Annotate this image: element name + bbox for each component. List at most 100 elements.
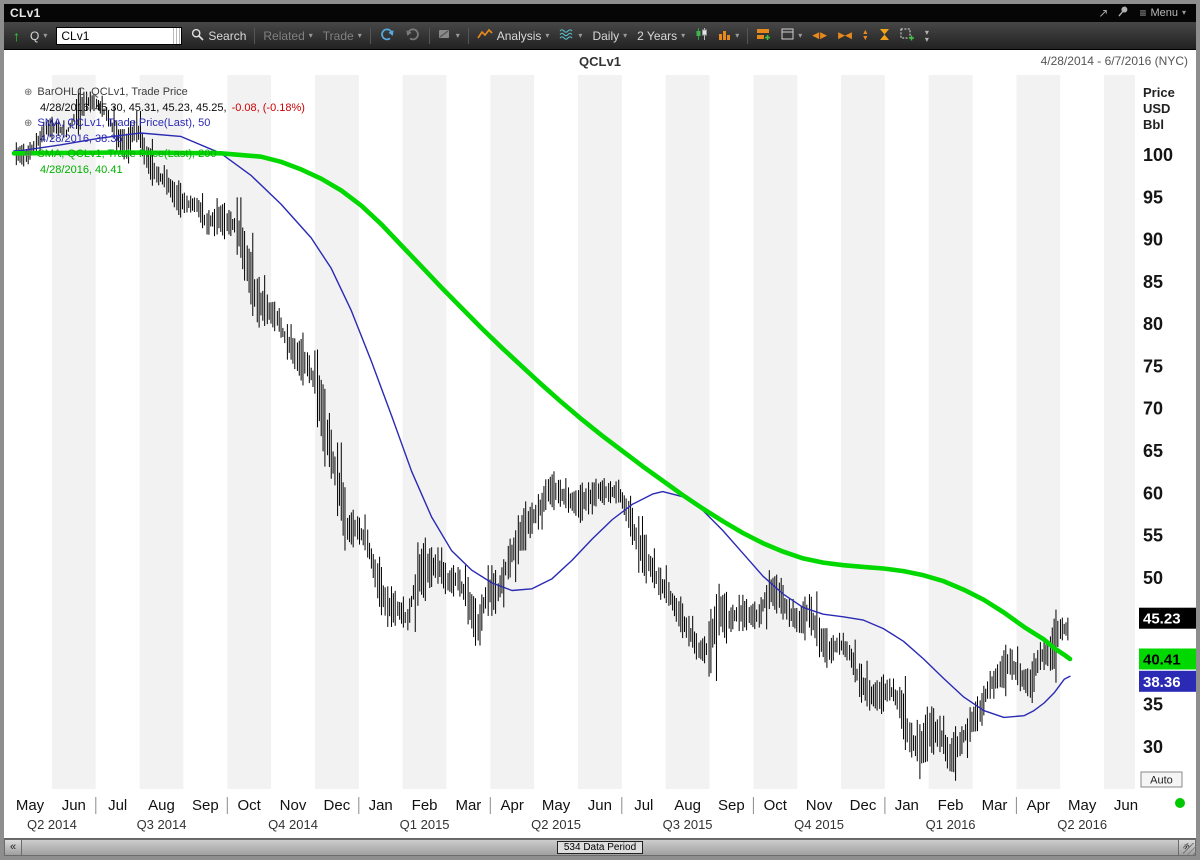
svg-text:Apr: Apr bbox=[1027, 797, 1050, 814]
popout-icon[interactable]: ↗ bbox=[1098, 6, 1109, 20]
overlay-waves-dropdown[interactable]: ▾ bbox=[555, 25, 586, 47]
up-arrow-icon[interactable]: ↑ bbox=[13, 27, 20, 44]
scroll-left-button[interactable]: « bbox=[4, 839, 22, 856]
svg-text:Mar: Mar bbox=[455, 797, 481, 814]
svg-text:Sep: Sep bbox=[718, 797, 745, 814]
chevron-down-icon: ▾ bbox=[545, 30, 550, 40]
svg-text:Jan: Jan bbox=[369, 797, 393, 814]
redo-button[interactable] bbox=[401, 25, 425, 47]
symbol-input[interactable] bbox=[57, 27, 174, 44]
expand-vertical-icon: ▲ ▼ bbox=[861, 28, 869, 42]
divider bbox=[467, 27, 469, 44]
chart-style-dropdown[interactable]: ▾ bbox=[714, 25, 743, 47]
svg-text:50: 50 bbox=[1143, 568, 1163, 588]
trade-label: Trade bbox=[322, 28, 354, 43]
last-price-badge bbox=[1139, 607, 1196, 629]
legend-toggle-icon[interactable]: ⊕ bbox=[24, 118, 33, 129]
svg-text:Q2 2014: Q2 2014 bbox=[27, 817, 77, 832]
chevron-down-icon: ▾ bbox=[798, 30, 803, 40]
compress-horizontal-icon: ▶◀ bbox=[838, 30, 852, 40]
svg-text:Q4 2014: Q4 2014 bbox=[268, 817, 318, 832]
chevron-down-icon: ▾ bbox=[681, 30, 686, 40]
redo-icon bbox=[405, 27, 421, 44]
frequency-dropdown[interactable]: Daily ▾ bbox=[588, 25, 631, 47]
quarter-ticks bbox=[95, 797, 1017, 814]
quarter-labels: Q2 2014 Q3 2014 Q4 2014 Q1 2015 Q2 2015 Q3 20… bbox=[27, 817, 1107, 832]
svg-text:Q1 2016: Q1 2016 bbox=[926, 817, 976, 832]
chevron-down-icon: ▾ bbox=[455, 30, 460, 40]
chart-header: QCLv1 4/28/2014 - 6/7/2016 (NYC) bbox=[4, 50, 1196, 73]
sma200-price-badge bbox=[1139, 648, 1196, 670]
hourglass-icon bbox=[879, 28, 890, 44]
svg-text:Mar: Mar bbox=[982, 797, 1008, 814]
quote-type-dropdown[interactable]: Q ▾ bbox=[26, 25, 51, 47]
range-dropdown[interactable]: 2 Years ▾ bbox=[633, 25, 689, 47]
crosshair-select-icon bbox=[900, 28, 915, 44]
date-range-label: 4/28/2014 - 6/7/2016 (NYC) bbox=[1040, 54, 1188, 68]
month-bands bbox=[51, 75, 1135, 789]
expand-horizontal-button[interactable]: ◀▶ bbox=[808, 25, 832, 47]
series2-value: 4/28/2016, 38.36 bbox=[40, 132, 123, 145]
legend-toggle-icon[interactable]: ⊕ bbox=[24, 149, 33, 160]
svg-text:Nov: Nov bbox=[806, 797, 833, 814]
time-gap-button[interactable] bbox=[875, 25, 894, 47]
chevron-down-icon: ▾ bbox=[623, 30, 628, 40]
svg-text:Jun: Jun bbox=[1114, 797, 1138, 814]
svg-text:Q3 2015: Q3 2015 bbox=[663, 817, 713, 832]
search-icon bbox=[191, 28, 204, 44]
compress-horizontal-button[interactable]: ▶◀ bbox=[834, 25, 856, 47]
more-tools-button[interactable]: ▾ ▾ bbox=[921, 25, 933, 47]
svg-text:Jun: Jun bbox=[62, 797, 86, 814]
frequency-label: Daily bbox=[592, 28, 620, 43]
menu-button[interactable]: ≡ Menu ▾ bbox=[1135, 4, 1190, 24]
sma50-price-badge bbox=[1139, 670, 1196, 692]
svg-text:45.23: 45.23 bbox=[1143, 611, 1181, 628]
analysis-dropdown[interactable]: Analysis ▾ bbox=[473, 25, 554, 47]
range-label: 2 Years bbox=[637, 28, 678, 43]
input-grip[interactable] bbox=[173, 27, 182, 44]
price-badges: 45.23 40.41 38.36 bbox=[1139, 607, 1196, 692]
search-button[interactable]: Search bbox=[187, 25, 250, 47]
chart-type-candle-button[interactable] bbox=[691, 25, 712, 47]
svg-text:38.36: 38.36 bbox=[1143, 674, 1181, 691]
region-select-button[interactable] bbox=[896, 25, 919, 47]
titlebar: CLv1 ↗ ≡ Menu ▾ bbox=[4, 4, 1196, 22]
svg-text:65: 65 bbox=[1143, 441, 1163, 461]
legend-toggle-icon[interactable]: ⊕ bbox=[24, 87, 33, 98]
sma200-line bbox=[11, 150, 1073, 662]
analysis-label: Analysis bbox=[496, 28, 542, 43]
add-pane-button[interactable] bbox=[752, 25, 775, 47]
svg-text:Aug: Aug bbox=[674, 797, 701, 814]
svg-text:35: 35 bbox=[1143, 695, 1163, 715]
auto-scale-button[interactable]: Auto bbox=[1140, 771, 1183, 788]
svg-text:Apr: Apr bbox=[501, 797, 524, 814]
candlestick-chart-icon bbox=[695, 27, 708, 44]
trade-dropdown[interactable]: Trade ▾ bbox=[319, 25, 366, 47]
svg-text:Q4 2015: Q4 2015 bbox=[794, 817, 844, 832]
svg-text:75: 75 bbox=[1143, 356, 1163, 376]
svg-text:Jul: Jul bbox=[108, 797, 127, 814]
undo-button[interactable] bbox=[375, 25, 399, 47]
window-title: CLv1 bbox=[10, 6, 41, 20]
snapshot-dropdown[interactable]: ▾ bbox=[434, 25, 464, 47]
time-scrollbar: « 534 Data Period » bbox=[4, 838, 1196, 856]
chart-title: QCLv1 bbox=[579, 54, 621, 69]
svg-text:May: May bbox=[1068, 797, 1097, 814]
pin-icon[interactable] bbox=[1113, 4, 1130, 22]
svg-text:Nov: Nov bbox=[280, 797, 307, 814]
svg-text:Jul: Jul bbox=[634, 797, 653, 814]
svg-text:Q1 2015: Q1 2015 bbox=[400, 817, 450, 832]
chevron-down-icon: ▾ bbox=[308, 30, 313, 40]
svg-text:Sep: Sep bbox=[192, 797, 219, 814]
related-dropdown[interactable]: Related ▾ bbox=[259, 25, 316, 47]
layout-dropdown[interactable]: ▾ bbox=[777, 25, 806, 47]
svg-text:Auto: Auto bbox=[1150, 775, 1173, 787]
expand-vertical-button[interactable]: ▲ ▼ bbox=[858, 25, 873, 47]
svg-text:Feb: Feb bbox=[412, 797, 438, 814]
scrollbar-thumb[interactable]: 534 Data Period bbox=[22, 839, 1178, 856]
svg-text:Dec: Dec bbox=[850, 797, 877, 814]
resize-grip[interactable] bbox=[1183, 843, 1196, 856]
chevron-down-icon: ▾ bbox=[735, 30, 740, 40]
